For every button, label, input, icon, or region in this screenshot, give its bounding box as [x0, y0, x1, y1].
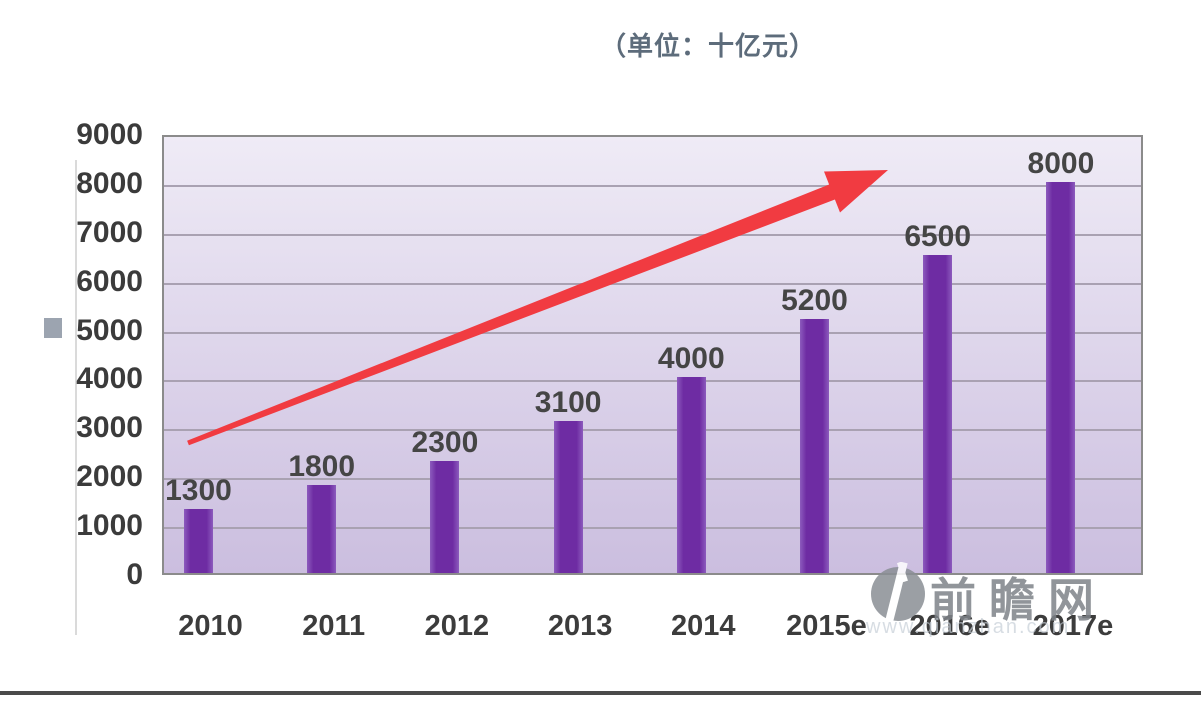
- y-axis-tick-label-4000: 4000: [76, 362, 143, 396]
- y-axis-tick-label-5000: 5000: [76, 313, 143, 347]
- y-axis-tick-label-1000: 1000: [76, 509, 143, 543]
- watermark-subtext: www.qianzhan.com: [866, 616, 1071, 638]
- qianzhan-logo-icon: [871, 562, 925, 624]
- bar-2013: [553, 421, 583, 573]
- y-axis-tick-label-7000: 7000: [76, 215, 143, 249]
- y-axis-tick-label-0: 0: [126, 558, 143, 591]
- x-axis-tick-label-2011: 2011: [302, 610, 366, 642]
- gray-square-marker: [44, 318, 62, 338]
- x-axis-tick-label-2016e: 2016e: [909, 610, 991, 642]
- y-axis-tick-label-8000: 8000: [76, 166, 143, 200]
- bar-2017e: [1046, 181, 1076, 573]
- x-axis-tick-label-2013: 2013: [547, 610, 613, 642]
- bottom-border-line: [0, 691, 1201, 695]
- axis-divider-line: [75, 160, 77, 635]
- x-axis-tick-label-2010: 2010: [178, 610, 243, 642]
- chart-unit-title: （单位：十亿元）: [600, 31, 817, 61]
- bar-value-label-2016e: 6500: [904, 220, 972, 254]
- bar-2011: [307, 485, 337, 573]
- bar-value-label-2017e: 8000: [1027, 146, 1095, 180]
- gridline-2000: [164, 478, 1141, 481]
- watermark: 前瞻网 www.qianzhan.com: [866, 558, 1146, 648]
- y-axis-tick-label-3000: 3000: [76, 411, 143, 445]
- x-axis-tick-label-2017e: 2017e: [1032, 610, 1114, 642]
- x-axis-tick-label-2012: 2012: [424, 610, 490, 642]
- y-axis-tick-label-9000: 9000: [76, 118, 143, 151]
- bar-value-label-2010: 1300: [165, 474, 232, 508]
- bar-2010: [184, 509, 213, 573]
- gridline-1000: [164, 527, 1141, 530]
- y-axis: 9000 8000 7000 6000 5000 4000 3000 2000 1000 0: [0, 0, 143, 703]
- x-axis-tick-label-2015e: 2015e: [786, 610, 867, 642]
- watermark-text: 前瞻网: [930, 574, 1107, 626]
- bar-value-label-2011: 1800: [288, 450, 356, 483]
- bar-2016e: [923, 255, 953, 573]
- y-axis-tick-label-6000: 6000: [76, 264, 143, 298]
- x-axis-tick-label-2014: 2014: [671, 610, 736, 642]
- bar-2012: [430, 460, 460, 573]
- y-axis-tick-label-2000: 2000: [76, 460, 143, 494]
